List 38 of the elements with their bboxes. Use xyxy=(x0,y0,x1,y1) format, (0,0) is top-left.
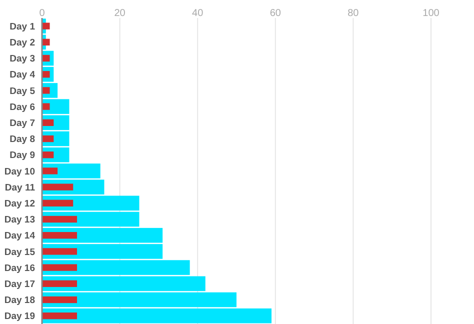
y-tick-label: Day 2 xyxy=(10,37,35,48)
bar xyxy=(42,184,74,190)
bar xyxy=(42,216,78,223)
y-tick-label: Day 19 xyxy=(4,311,35,322)
y-tick-label: Day 16 xyxy=(4,262,35,274)
y-tick-label: Day 11 xyxy=(4,182,36,194)
bar xyxy=(42,312,78,320)
bar xyxy=(42,200,74,206)
bar xyxy=(42,296,78,304)
bar xyxy=(42,248,78,255)
x-tick-label: 100 xyxy=(422,8,440,19)
y-tick-label: Day 12 xyxy=(4,198,35,210)
y-tick-label: Day 4 xyxy=(10,70,36,81)
bar xyxy=(42,22,50,30)
bar xyxy=(42,87,50,94)
bar xyxy=(42,168,58,174)
y-tick-label: Day 10 xyxy=(4,166,35,178)
bar xyxy=(42,264,78,271)
x-tick-label: 80 xyxy=(348,8,360,19)
y-tick-label: Day 3 xyxy=(10,54,35,65)
y-tick-label: Day 17 xyxy=(4,278,35,290)
x-tick-label: 20 xyxy=(114,8,126,19)
y-tick-label: Day 9 xyxy=(10,150,35,162)
bar xyxy=(42,280,78,287)
x-tick-label: 40 xyxy=(192,8,204,19)
y-tick-label: Day 6 xyxy=(10,102,35,113)
y-tick-label: Day 5 xyxy=(10,86,36,97)
y-tick-label: Day 18 xyxy=(4,295,35,306)
y-tick-label: Day 1 xyxy=(10,21,36,32)
y-tick-label: Day 13 xyxy=(4,214,35,226)
x-tick-label: 0 xyxy=(39,8,46,19)
y-tick-label: Day 14 xyxy=(4,230,36,242)
bar xyxy=(42,232,78,239)
bar xyxy=(42,103,50,110)
y-tick-label: Day 15 xyxy=(4,246,36,258)
y-tick-label: Day 8 xyxy=(10,134,35,146)
x-tick-label: 60 xyxy=(270,8,282,19)
y-tick-label: Day 7 xyxy=(10,118,35,129)
